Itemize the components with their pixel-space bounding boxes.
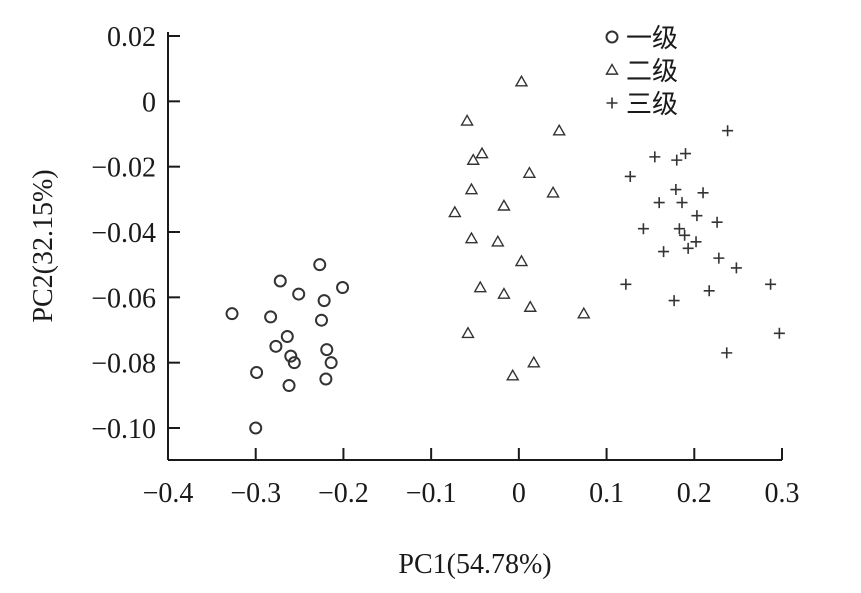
legend-label: 三级	[626, 90, 678, 120]
series-1	[225, 258, 350, 435]
y-axis: 0.02 0 −0.02 −0.04 −0.06 −0.08 −0.10	[91, 22, 180, 460]
legend-marker	[605, 63, 619, 75]
data-point	[730, 262, 742, 274]
legend-marker	[605, 30, 619, 44]
data-point	[287, 356, 301, 370]
data-point	[552, 123, 566, 136]
data-point	[653, 197, 665, 209]
data-point	[671, 154, 683, 166]
y-tick-label: −0.08	[91, 349, 156, 380]
data-point	[670, 184, 682, 196]
data-point	[722, 125, 734, 137]
data-point	[527, 355, 541, 368]
y-axis-title: PC2(32.15%)	[28, 169, 59, 322]
data-point	[225, 307, 239, 321]
data-point	[250, 365, 264, 379]
data-point	[690, 236, 702, 248]
data-point	[280, 330, 294, 344]
x-tick-label: −0.3	[230, 478, 281, 509]
x-tick-label: 0.2	[677, 478, 712, 509]
data-point	[721, 347, 733, 359]
data-point	[315, 313, 328, 327]
data-point	[773, 327, 785, 339]
data-point	[713, 252, 725, 264]
data-point	[313, 258, 327, 272]
data-point	[264, 310, 278, 324]
data-point	[523, 300, 537, 312]
x-tick-label: −0.1	[406, 478, 457, 509]
data-point	[624, 170, 636, 182]
data-point	[673, 223, 685, 235]
data-point	[637, 223, 649, 235]
x-axis: −0.4 −0.3 −0.2 −0.1 0 0.1 0.2 0.3	[143, 448, 800, 509]
data-point	[697, 187, 709, 199]
x-tick-label: 0.1	[589, 478, 624, 509]
data-point	[448, 205, 462, 218]
data-point	[473, 280, 487, 293]
legend-label: 一级	[626, 24, 678, 54]
y-tick-label: −0.02	[91, 153, 156, 184]
x-axis-title: PC1(54.78%)	[398, 549, 551, 580]
data-point	[546, 185, 560, 198]
data-point	[317, 294, 331, 308]
data-point	[497, 198, 511, 211]
x-tick-label: −0.4	[143, 478, 194, 509]
data-point	[522, 166, 537, 179]
data-point	[336, 281, 350, 295]
data-point	[691, 210, 703, 222]
data-point	[461, 326, 475, 339]
data-point	[703, 285, 715, 297]
legend-marker	[606, 97, 618, 109]
series-2	[448, 74, 591, 381]
y-tick-label: 0.02	[107, 22, 156, 53]
data-point	[679, 229, 691, 241]
data-point	[676, 197, 688, 209]
data-point	[514, 254, 529, 267]
x-tick-label: 0.3	[765, 478, 800, 509]
y-tick-label: −0.10	[91, 414, 156, 445]
data-points	[225, 74, 785, 435]
data-point	[682, 242, 694, 254]
data-point	[620, 278, 632, 290]
series-3	[620, 125, 785, 359]
data-point	[464, 231, 479, 244]
data-point	[497, 287, 511, 299]
data-point	[658, 246, 670, 258]
data-point	[514, 74, 529, 87]
data-point	[460, 114, 474, 126]
x-tick-label: −0.2	[318, 478, 369, 509]
data-point	[506, 368, 520, 381]
data-point	[765, 278, 777, 290]
data-point	[475, 146, 489, 159]
legend-label: 二级	[626, 57, 678, 87]
data-point	[292, 287, 306, 301]
data-point	[282, 379, 296, 393]
data-point	[711, 216, 723, 228]
data-point	[249, 421, 263, 435]
data-point	[284, 349, 298, 363]
x-tick-label: 0	[512, 478, 526, 509]
data-point	[273, 274, 287, 288]
data-point	[680, 148, 692, 160]
data-point	[464, 182, 479, 195]
data-point	[577, 306, 591, 319]
data-point	[491, 234, 505, 247]
data-point	[320, 343, 334, 357]
data-point	[269, 339, 283, 353]
y-tick-label: 0	[142, 87, 156, 118]
data-point	[649, 151, 661, 163]
y-tick-label: −0.04	[91, 218, 156, 249]
data-point	[319, 372, 333, 386]
y-tick-label: −0.06	[91, 283, 156, 314]
data-point	[466, 153, 480, 165]
data-point	[324, 356, 338, 370]
data-point	[668, 295, 680, 307]
